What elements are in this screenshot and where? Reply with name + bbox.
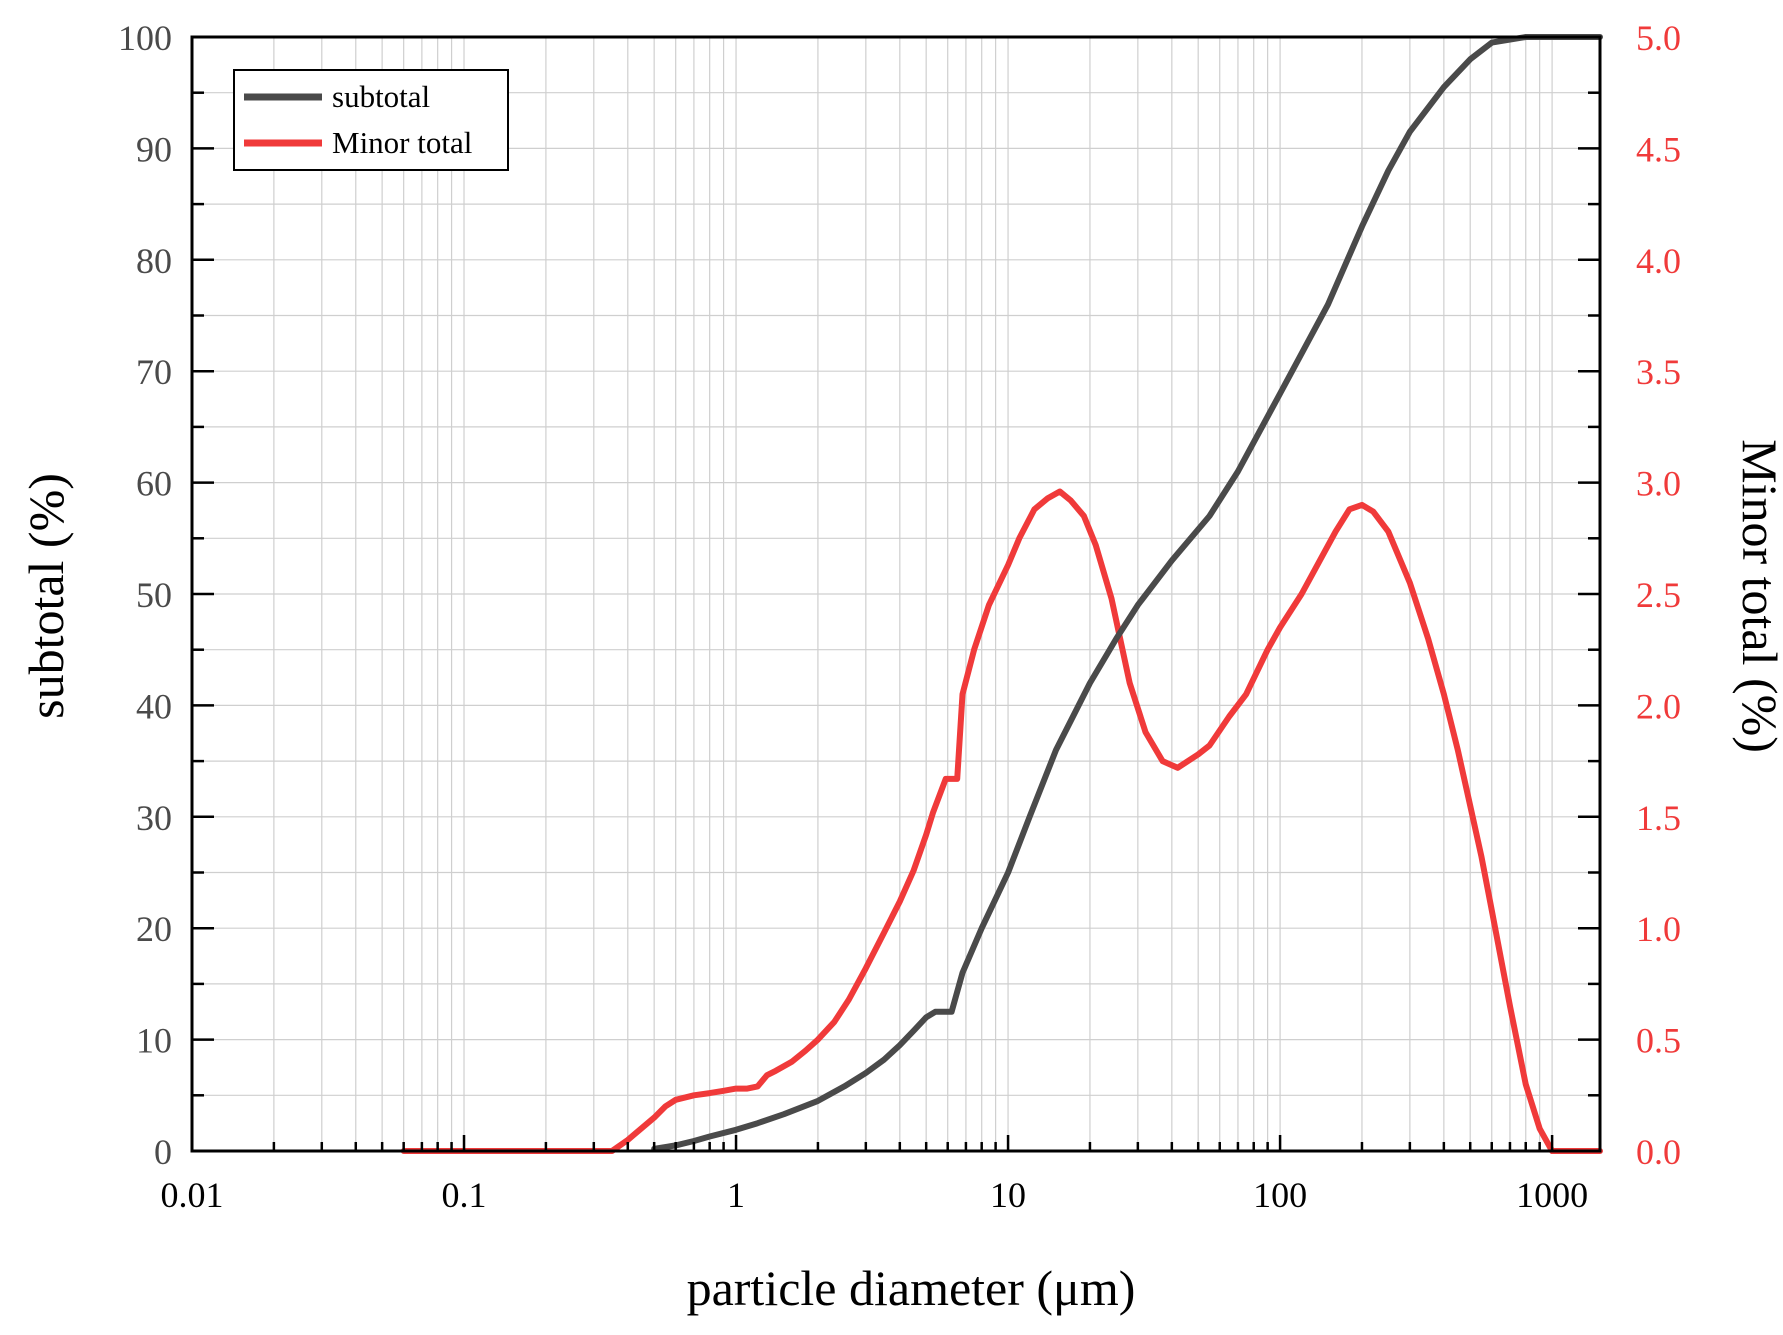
grid — [191, 37, 1600, 1151]
y-axis-label: subtotal (%) — [18, 473, 74, 719]
y-tick-label: 100 — [118, 18, 172, 58]
legend-label-subtotal: subtotal — [332, 79, 430, 114]
y2-tick-label: 3.5 — [1636, 352, 1681, 392]
y-tick-label: 30 — [136, 798, 172, 838]
x-tick-label: 1 — [727, 1175, 745, 1215]
x-tick-label: 1000 — [1516, 1175, 1588, 1215]
y-tick-label: 40 — [136, 686, 172, 726]
series-layer — [400, 34, 1603, 1154]
x-tick-label: 0.01 — [161, 1175, 224, 1215]
y-tick-label: 50 — [136, 575, 172, 615]
y2-axis-label: Minor total (%) — [1732, 439, 1783, 753]
y-tick-label: 90 — [136, 129, 172, 169]
x-tick-label: 100 — [1253, 1175, 1307, 1215]
y-tick-label: 0 — [154, 1132, 172, 1172]
y2-tick-label: 2.5 — [1636, 575, 1681, 615]
series-line-minor-total — [400, 488, 1603, 1154]
y2-tick-label: 1.0 — [1636, 909, 1681, 949]
y2-tick-label: 5.0 — [1636, 18, 1681, 58]
y2-tick-label: 0.0 — [1636, 1132, 1681, 1172]
y2-tick-label: 3.0 — [1636, 464, 1681, 504]
y-tick-label: 70 — [136, 352, 172, 392]
y-tick-label: 60 — [136, 464, 172, 504]
y2-tick-label: 4.0 — [1636, 241, 1681, 281]
x-tick-label: 0.1 — [442, 1175, 487, 1215]
y2-tick-label: 2.0 — [1636, 686, 1681, 726]
y2-tick-label: 1.5 — [1636, 798, 1681, 838]
legend-box — [233, 69, 509, 171]
y2-tick-label: 0.5 — [1636, 1021, 1681, 1061]
series-line-subtotal — [651, 34, 1603, 1152]
y-tick-label: 10 — [136, 1021, 172, 1061]
x-axis-label: particle diameter (μm) — [687, 1260, 1136, 1316]
y-tick-label: 20 — [136, 909, 172, 949]
legend: subtotal Minor total — [233, 69, 509, 171]
y-tick-label: 80 — [136, 241, 172, 281]
ticks: 0.01 0.1 1 10 100 1000 0 10 20 30 40 50 60 70 80 90 100 0… — [118, 18, 1681, 1215]
x-tick-label: 10 — [990, 1175, 1026, 1215]
legend-label-minor-total: Minor total — [332, 125, 472, 160]
y2-tick-label: 4.5 — [1636, 129, 1681, 169]
